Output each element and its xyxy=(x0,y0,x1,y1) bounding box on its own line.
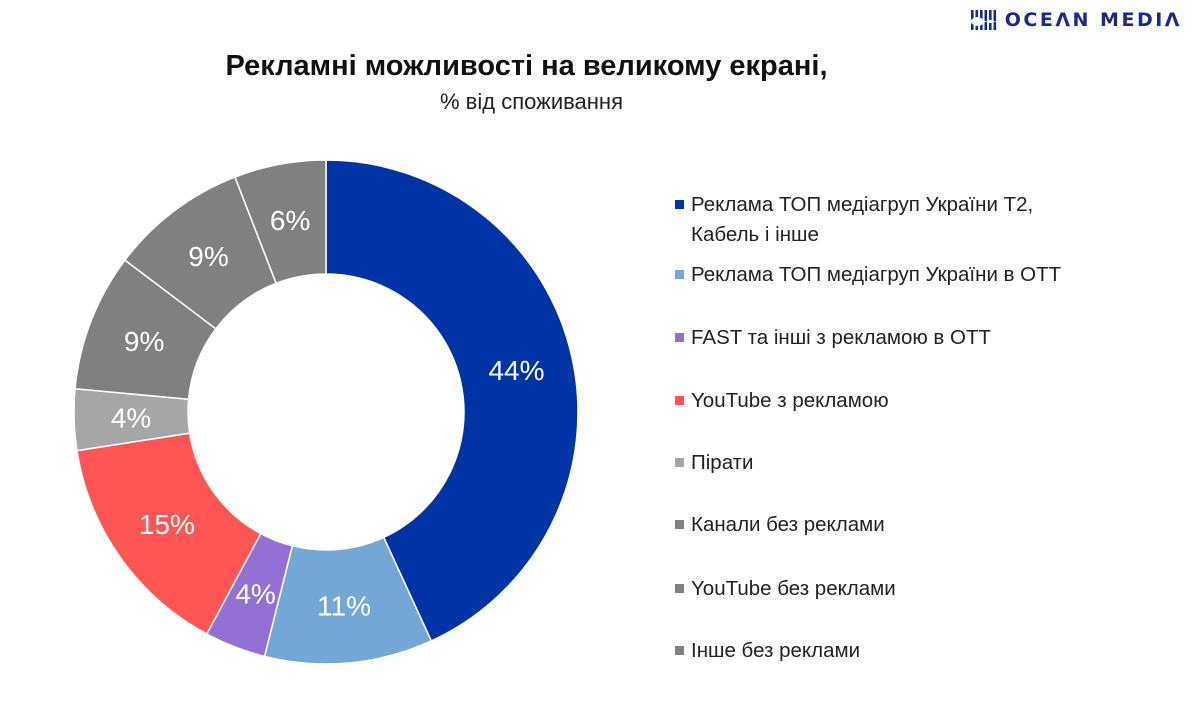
legend-label-line: Інше без реклами xyxy=(691,639,861,662)
donut-slice-7 xyxy=(233,159,327,285)
chart-legend: Реклама ТОП медіагруп України Т2, Кабель … xyxy=(675,190,1175,690)
chart-subtitle: % від споживання xyxy=(440,89,623,114)
logo-text: OCEΛN MEDIΛ xyxy=(1004,9,1182,31)
legend-label-line: YouTube з рекламою xyxy=(691,389,889,412)
legend-marker-icon xyxy=(675,270,684,279)
legend-label-line: YouTube без реклами xyxy=(691,577,896,600)
legend-label-line: Канали без реклами xyxy=(691,513,885,536)
legend-marker-icon xyxy=(675,458,684,467)
slice-label-1: 11% xyxy=(317,591,371,622)
legend-marker-icon xyxy=(675,200,684,209)
brand-logo: OCEΛN MEDIΛ xyxy=(970,8,1182,32)
legend-label-line: Реклама ТОП медіагруп України в ОТТ xyxy=(691,263,1062,286)
legend-marker-icon xyxy=(675,584,684,593)
slice-label-3: 15% xyxy=(139,509,195,540)
donut-slice-0 xyxy=(325,159,579,642)
slice-label-2: 4% xyxy=(235,578,275,609)
donut-chart: 44% 11% 4% 15% 4% 9% 9% 6% xyxy=(73,159,579,665)
legend-label-line: Кабель і інше xyxy=(691,223,819,246)
legend-label: Реклама ТОП медіагруп України в ОТТ xyxy=(691,260,1061,290)
chart-title: Рекламні можливості на великому екрані, xyxy=(225,50,828,82)
legend-marker-icon xyxy=(675,520,684,529)
legend-item: Пірати xyxy=(675,448,753,478)
legend-marker-icon xyxy=(675,396,684,405)
legend-item: FAST та інші з рекламою в ОТТ xyxy=(675,323,991,353)
logo-bars-icon xyxy=(970,10,997,30)
legend-label-line: Реклама ТОП медіагруп України Т2, xyxy=(691,193,1034,216)
legend-item: Канали без реклами xyxy=(675,510,885,540)
legend-label: Інше без реклами xyxy=(691,636,860,666)
slice-label-4: 4% xyxy=(111,403,151,434)
legend-item: Реклама ТОП медіагруп України Т2, Кабель … xyxy=(675,190,1033,250)
legend-item: YouTube з рекламою xyxy=(675,386,889,416)
legend-label-line: FAST та інші з рекламою в ОТТ xyxy=(691,326,992,349)
legend-item: Реклама ТОП медіагруп України в ОТТ xyxy=(675,260,1061,290)
legend-marker-icon xyxy=(675,646,684,655)
slice-label-5: 9% xyxy=(124,326,164,357)
legend-label: YouTube без реклами xyxy=(691,574,896,604)
slice-label-7: 6% xyxy=(270,205,310,236)
slice-label-6: 9% xyxy=(188,241,228,272)
legend-item: Інше без реклами xyxy=(675,636,860,666)
legend-item: YouTube без реклами xyxy=(675,574,896,604)
legend-label: Пірати xyxy=(691,448,753,478)
legend-label: Реклама ТОП медіагруп України Т2, Кабель … xyxy=(691,190,1033,250)
legend-marker-icon xyxy=(675,333,684,342)
slice-label-0: 44% xyxy=(488,355,544,386)
legend-label: YouTube з рекламою xyxy=(691,386,889,416)
legend-label: FAST та інші з рекламою в ОТТ xyxy=(691,323,991,353)
legend-label: Канали без реклами xyxy=(691,510,885,540)
legend-label-line: Пірати xyxy=(691,451,754,474)
